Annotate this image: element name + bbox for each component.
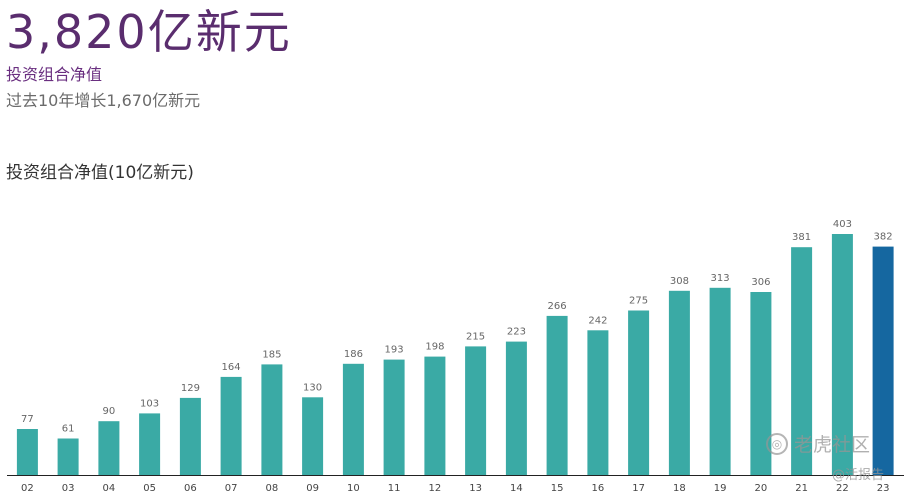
chart-title: 投资组合净值(10亿新元) <box>6 163 194 183</box>
value-label-02: 77 <box>21 414 34 425</box>
bar-02 <box>16 429 38 475</box>
value-label-08: 185 <box>262 349 281 360</box>
watermark-handle: @活报告 <box>832 468 885 483</box>
x-tick-17: 17 <box>632 483 645 494</box>
bar-07 <box>220 376 242 475</box>
bar-16 <box>587 330 609 475</box>
x-tick-04: 04 <box>103 483 116 494</box>
bar-18 <box>668 290 690 475</box>
value-label-22: 403 <box>833 219 852 230</box>
watermark: ◎ 老虎社区 <box>766 430 870 457</box>
x-tick-10: 10 <box>347 483 360 494</box>
bar-15 <box>546 315 568 475</box>
headline-total: 3,820亿新元 <box>6 5 292 59</box>
value-label-19: 313 <box>711 273 730 284</box>
value-label-09: 130 <box>303 382 322 393</box>
bar-08 <box>261 364 283 475</box>
tiger-logo-icon: ◎ <box>766 432 788 455</box>
bar-17 <box>628 310 650 475</box>
bar-22 <box>831 234 853 475</box>
value-label-23: 382 <box>874 232 893 243</box>
x-tick-19: 19 <box>714 483 727 494</box>
x-tick-11: 11 <box>388 483 401 494</box>
bar-14 <box>505 341 527 475</box>
x-tick-22: 22 <box>836 483 849 494</box>
x-tick-09: 09 <box>306 483 319 494</box>
value-label-03: 61 <box>62 424 75 435</box>
bar-04 <box>98 421 120 475</box>
value-label-21: 381 <box>792 232 811 243</box>
bar-19 <box>709 287 731 475</box>
value-label-07: 164 <box>222 362 241 373</box>
x-tick-07: 07 <box>225 483 238 494</box>
bar-03 <box>57 438 79 475</box>
value-label-15: 266 <box>548 301 567 312</box>
value-label-10: 186 <box>344 349 363 360</box>
value-label-06: 129 <box>181 383 200 394</box>
bar-05 <box>139 413 161 475</box>
bar-10 <box>342 363 364 475</box>
x-tick-03: 03 <box>62 483 75 494</box>
bar-09 <box>302 397 324 475</box>
x-tick-13: 13 <box>469 483 482 494</box>
value-label-14: 223 <box>507 327 526 338</box>
value-label-17: 275 <box>629 296 648 307</box>
bar-06 <box>179 397 201 475</box>
value-label-16: 242 <box>588 315 607 326</box>
growth-note: 过去10年增长1,670亿新元 <box>6 91 201 110</box>
bar-12 <box>424 356 446 475</box>
bar-21 <box>791 247 813 475</box>
x-tick-12: 12 <box>429 483 442 494</box>
subtitle: 投资组合净值 <box>6 65 103 84</box>
value-label-18: 308 <box>670 276 689 287</box>
x-tick-21: 21 <box>795 483 808 494</box>
value-label-20: 306 <box>751 277 770 288</box>
value-label-05: 103 <box>140 398 159 409</box>
x-tick-06: 06 <box>184 483 197 494</box>
bar-13 <box>465 346 487 475</box>
x-tick-20: 20 <box>755 483 768 494</box>
x-tick-18: 18 <box>673 483 686 494</box>
bar-23 <box>872 246 894 475</box>
value-label-11: 193 <box>385 345 404 356</box>
bar-11 <box>383 359 405 475</box>
x-tick-08: 08 <box>266 483 279 494</box>
value-label-12: 198 <box>425 342 444 353</box>
value-label-04: 90 <box>103 406 116 417</box>
x-tick-15: 15 <box>551 483 564 494</box>
x-tick-14: 14 <box>510 483 523 494</box>
x-tick-23: 23 <box>877 483 890 494</box>
watermark-brand: 老虎社区 <box>794 434 871 456</box>
x-tick-02: 02 <box>21 483 34 494</box>
bar-chart: 77 02 61 03 90 04 103 05 129 06 164 07 185 08 130 09 186… <box>7 219 904 494</box>
value-label-13: 215 <box>466 331 485 342</box>
bar-20 <box>750 292 772 475</box>
x-tick-05: 05 <box>143 483 156 494</box>
x-tick-16: 16 <box>592 483 605 494</box>
